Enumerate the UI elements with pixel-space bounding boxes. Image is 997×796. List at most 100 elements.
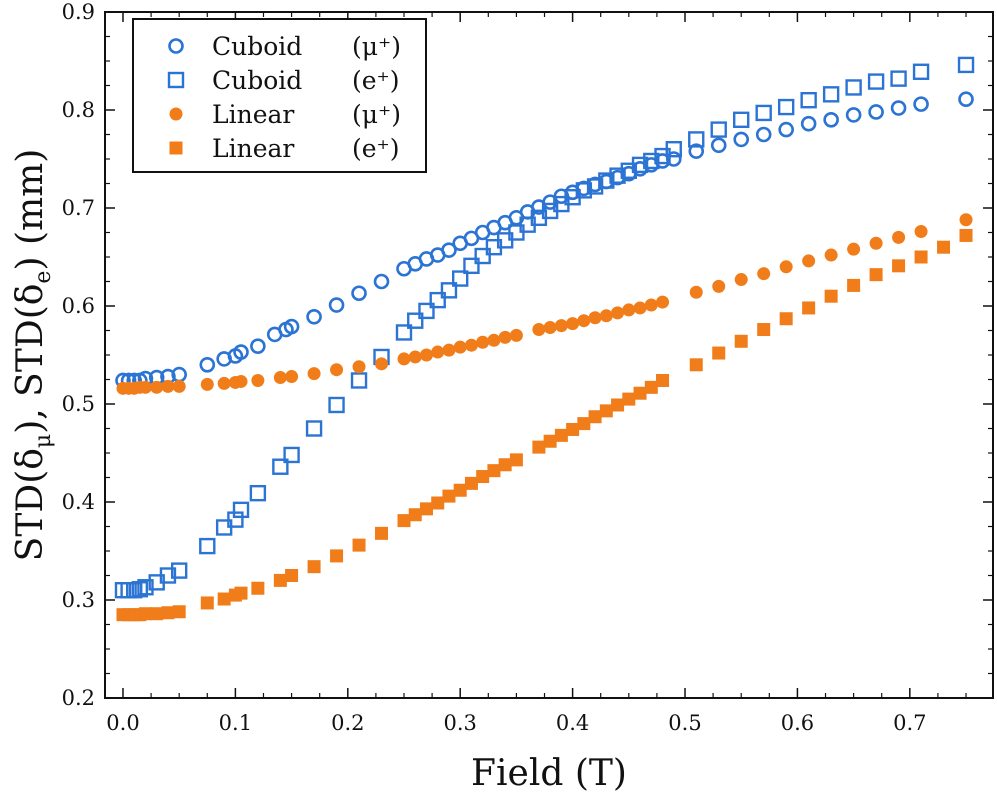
- x-tick-label: 0.5: [668, 711, 701, 735]
- data-point: [498, 330, 512, 344]
- series-square-open: [114, 56, 975, 599]
- y-axis-title-sub-e: e: [31, 271, 56, 284]
- legend-particle: (e⁺): [352, 66, 400, 95]
- data-point: [566, 422, 580, 436]
- data-point: [712, 279, 726, 293]
- data-point: [892, 230, 906, 244]
- data-point: [150, 380, 164, 394]
- data-point: [307, 560, 321, 574]
- data-point: [350, 372, 368, 389]
- data-point: [217, 376, 231, 390]
- data-point: [554, 319, 568, 333]
- data-point: [802, 254, 816, 268]
- data-point: [487, 333, 501, 347]
- data-point: [643, 152, 660, 170]
- data-point: [150, 607, 164, 621]
- data-point: [734, 334, 748, 348]
- data-point: [440, 282, 458, 299]
- data-point: [305, 420, 323, 437]
- data-point: [733, 111, 750, 129]
- data-point: [283, 318, 300, 335]
- data-point: [272, 458, 289, 475]
- data-point: [609, 167, 626, 184]
- y-tick-label: 0.3: [62, 588, 95, 612]
- data-point: [330, 549, 344, 563]
- data-point: [373, 273, 390, 290]
- data-point: [622, 303, 636, 317]
- data-point: [644, 380, 658, 394]
- data-point: [441, 242, 457, 258]
- data-point: [200, 377, 214, 391]
- data-point: [397, 352, 411, 366]
- y-tick-label: 0.7: [62, 196, 95, 220]
- x-tick-label: 0.0: [106, 711, 139, 735]
- data-point: [137, 579, 154, 596]
- data-point: [958, 91, 974, 108]
- data-point: [757, 323, 771, 337]
- data-point: [847, 242, 861, 256]
- data-point: [824, 289, 838, 303]
- data-point: [330, 363, 344, 377]
- legend-marker: [169, 141, 183, 155]
- data-markers: [114, 56, 975, 622]
- data-point: [234, 374, 248, 388]
- legend-marker: [169, 107, 183, 121]
- data-point: [453, 340, 467, 354]
- y-axis-title-lead: STD(δ: [10, 448, 51, 561]
- axis-tick-labels: 0.0 0.1 0.2 0.3 0.4 0.5 0.6 0.7 0.2 0.3 0.4 0.5 0.6 0…: [62, 0, 927, 735]
- data-point: [847, 278, 861, 292]
- data-point: [566, 317, 580, 331]
- data-point: [959, 213, 973, 227]
- data-point: [689, 285, 703, 299]
- data-point: [509, 328, 523, 342]
- x-tick-label: 0.7: [893, 711, 926, 735]
- data-point: [487, 464, 501, 478]
- data-point: [227, 511, 244, 528]
- data-point: [431, 345, 445, 359]
- y-axis-title: STD(δμ), STD(δe) (mm): [10, 149, 56, 562]
- data-point: [599, 309, 613, 323]
- data-point: [463, 257, 480, 275]
- data-point: [138, 380, 152, 394]
- data-point: [869, 268, 883, 282]
- data-point: [532, 323, 546, 337]
- data-point: [543, 321, 557, 335]
- data-point: [577, 314, 591, 328]
- data-point: [688, 143, 705, 159]
- data-point: [867, 73, 885, 90]
- data-point: [352, 360, 366, 374]
- x-tick-label: 0.6: [781, 711, 814, 735]
- data-point: [217, 592, 231, 606]
- data-point: [631, 156, 649, 174]
- data-point: [172, 379, 186, 393]
- legend-particle: (μ⁺): [352, 32, 401, 61]
- y-tick-label: 0.9: [62, 0, 95, 24]
- data-point: [375, 357, 389, 371]
- data-point: [823, 112, 839, 128]
- data-point: [234, 586, 248, 600]
- data-point: [778, 121, 794, 138]
- data-point: [665, 140, 682, 158]
- data-point: [689, 358, 703, 372]
- data-point: [588, 311, 602, 325]
- data-point: [464, 476, 478, 490]
- data-point: [232, 501, 250, 519]
- data-point: [845, 79, 862, 96]
- data-point: [633, 386, 647, 400]
- series-circle-filled: [116, 213, 973, 395]
- data-point: [408, 350, 422, 364]
- data-point: [161, 606, 175, 620]
- data-point: [575, 182, 593, 199]
- data-point: [431, 496, 445, 510]
- data-point: [453, 483, 467, 497]
- data-point: [199, 356, 216, 373]
- y-axis-title-tail: ) (mm): [10, 149, 51, 271]
- data-point: [710, 137, 727, 154]
- data-point: [959, 228, 973, 242]
- data-point: [598, 172, 615, 189]
- data-point: [285, 569, 299, 582]
- data-point: [588, 410, 602, 424]
- data-point: [442, 343, 456, 357]
- data-point: [408, 508, 422, 522]
